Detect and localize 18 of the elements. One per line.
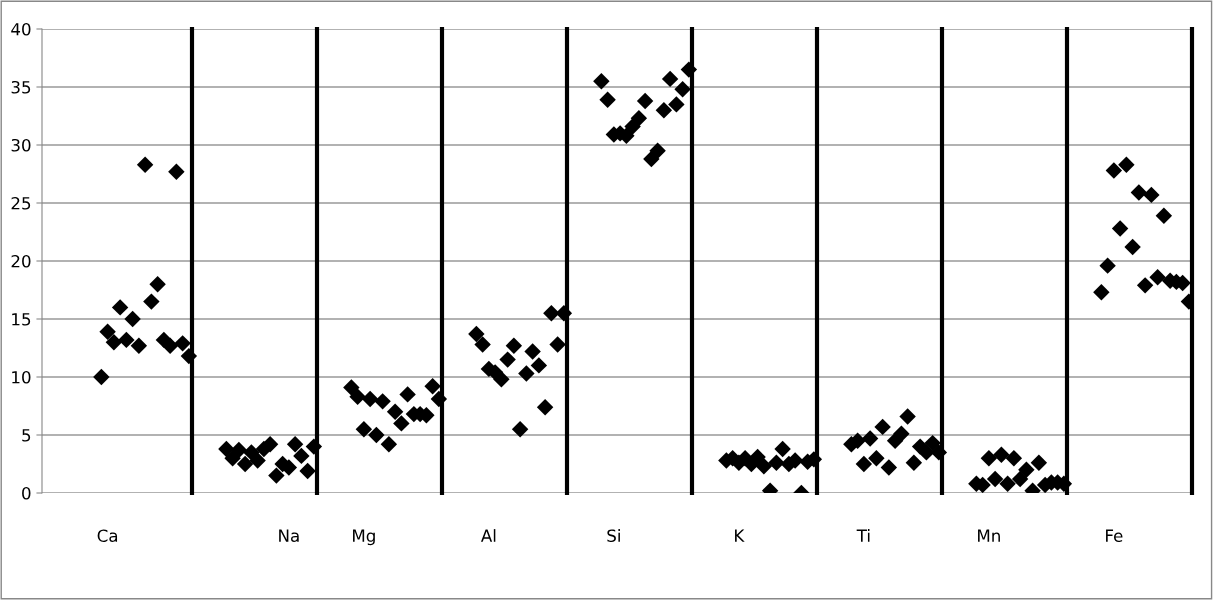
y-tick-label: 10	[12, 370, 31, 384]
y-tick-label: 35	[11, 80, 31, 94]
x-tick-label: K	[735, 529, 745, 542]
x-tick-label: Mn	[978, 529, 1000, 542]
x-tick-label: Na	[279, 529, 299, 543]
y-tick-label: 20	[11, 254, 31, 268]
y-tick-label: 40	[11, 22, 31, 36]
y-tick-label: 30	[11, 138, 31, 152]
y-tick-label: 5	[22, 429, 31, 442]
x-tick-label: Ca	[97, 529, 118, 543]
y-tick-label: 0	[22, 486, 31, 500]
x-tick-label: Fe	[1106, 529, 1123, 543]
x-tick-label: Mg	[353, 529, 375, 546]
y-tick-label: 25	[11, 196, 31, 210]
x-tick-label: Al	[480, 529, 496, 542]
y-tick-label: 15	[12, 313, 31, 326]
x-tick-label: Ti	[856, 529, 870, 542]
x-tick-label: Si	[607, 529, 620, 543]
